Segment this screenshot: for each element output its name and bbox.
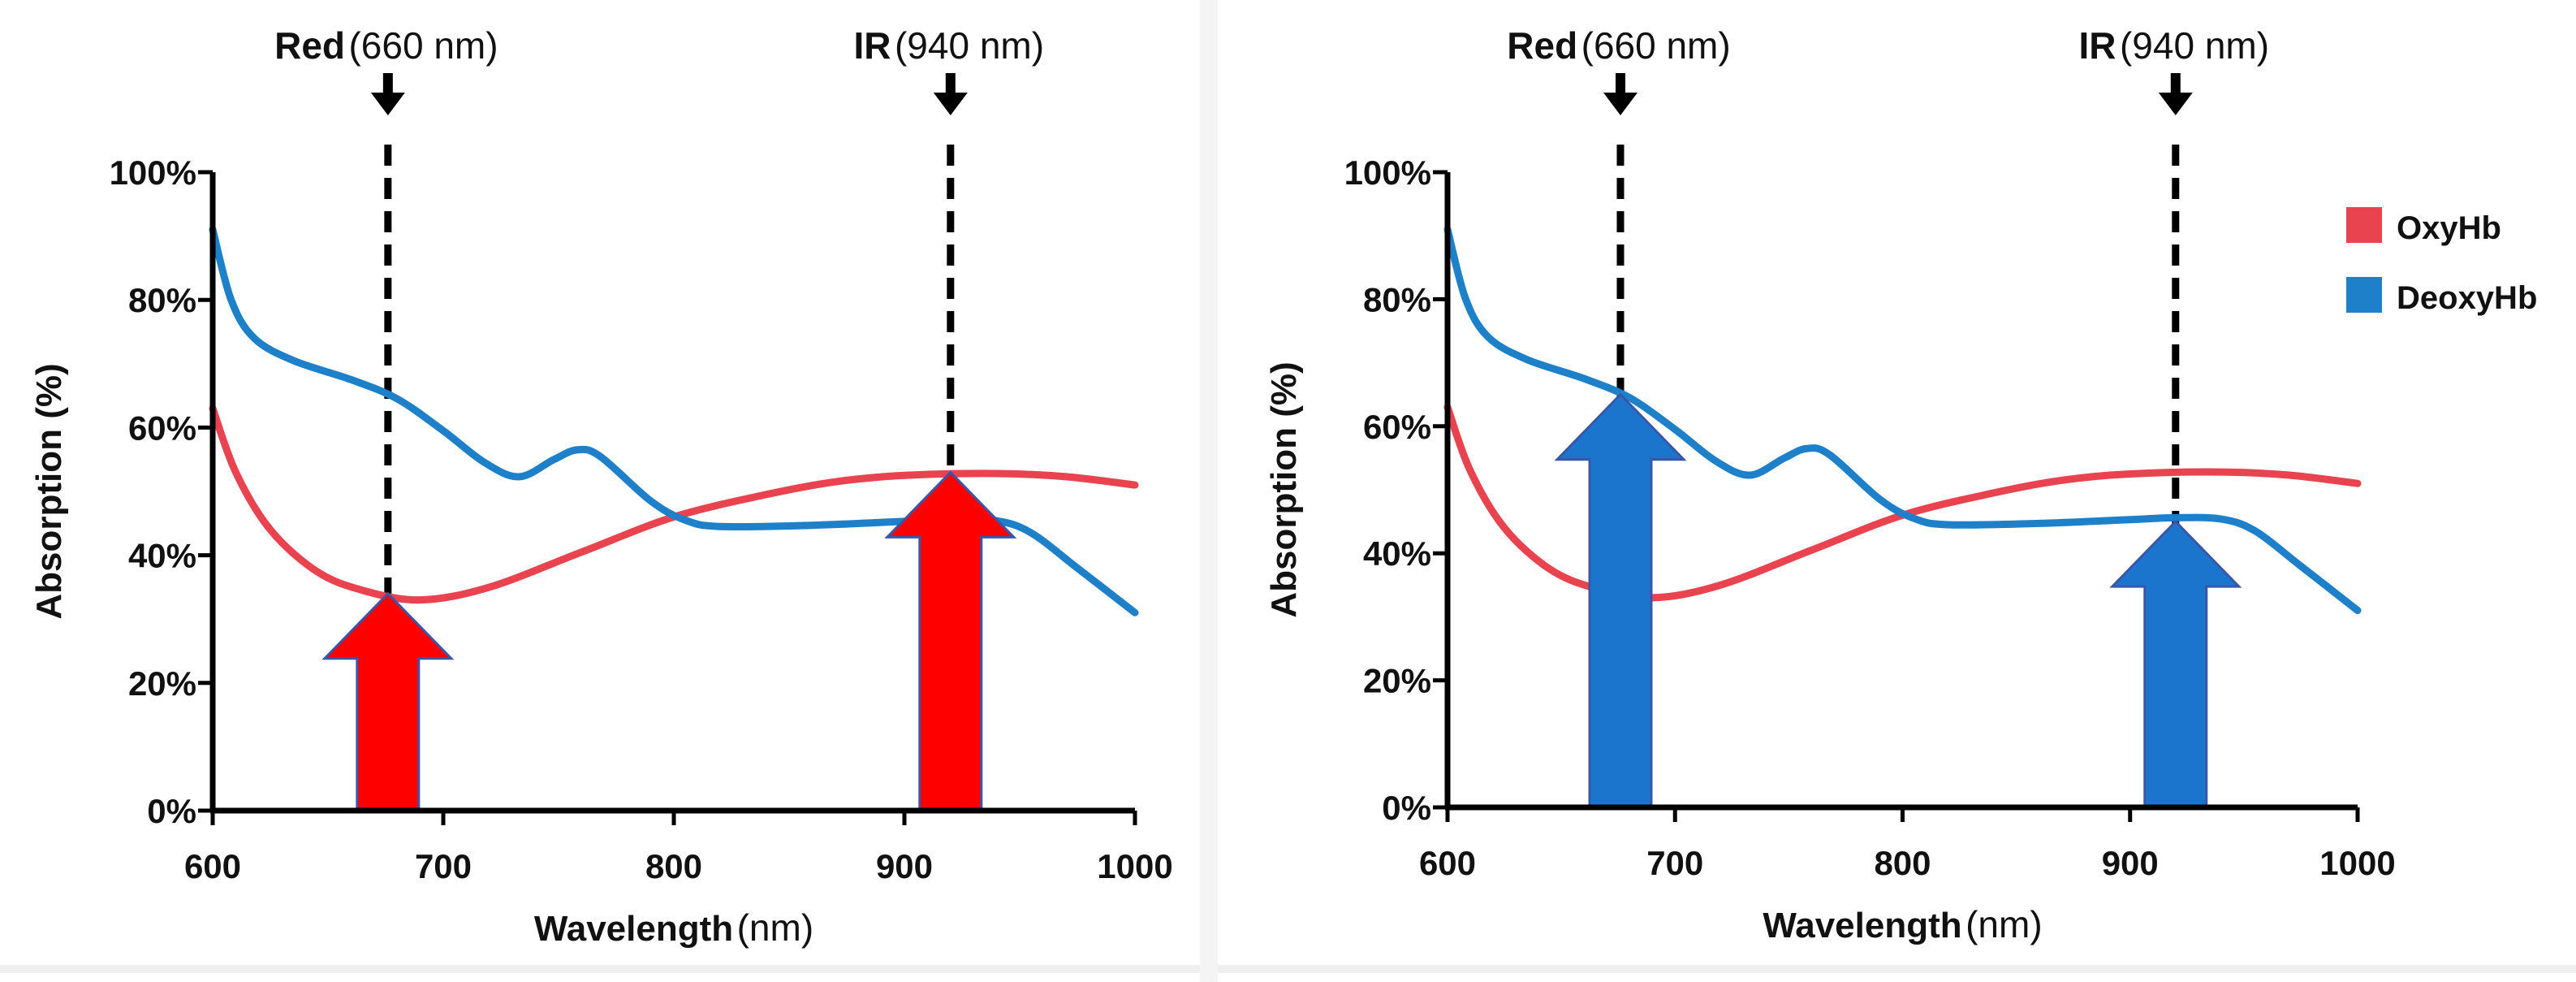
- absorption-block-arrow: [884, 470, 1017, 811]
- marker-down-arrow-icon: [1603, 73, 1638, 115]
- y-tick-label: 0%: [147, 792, 196, 830]
- marker-label-wavelength: (940 nm): [895, 24, 1044, 67]
- marker-label-wavelength: (660 nm): [1581, 24, 1731, 67]
- marker-label-wavelength: (660 nm): [348, 24, 498, 67]
- panel-baseline-left: [0, 965, 1200, 973]
- legend-swatch: [2346, 207, 2382, 243]
- chart-panel-1: Red (660 nm) IR (940 nm) 0% 20% 40% 60% 80% 100…: [29, 24, 1173, 949]
- y-tick-label: 40%: [1363, 534, 1431, 573]
- series-line-deoxyhb: [1443, 225, 2362, 615]
- absorption-block-arrow: [321, 591, 455, 811]
- y-tick-label: 100%: [1344, 154, 1431, 192]
- x-axis-title: Wavelength (nm): [534, 906, 813, 949]
- x-tick-label: 1000: [1097, 847, 1172, 885]
- marker-label-name: IR: [854, 24, 891, 67]
- x-axis-title-unit: (nm): [737, 906, 814, 949]
- marker-label: Red (660 nm): [1507, 24, 1730, 67]
- marker-down-arrow-icon: [933, 73, 968, 115]
- x-tick-label: 700: [415, 847, 472, 885]
- x-tick-label: 700: [1646, 844, 1703, 882]
- y-tick-label: 0%: [1382, 789, 1431, 827]
- y-axis-title: Absorption (%): [1264, 361, 1304, 617]
- series-line-deoxyhb: [209, 226, 1139, 616]
- panel-separator: [1200, 0, 1218, 982]
- legend-label: OxyHb: [2397, 210, 2501, 246]
- y-tick-label: 20%: [1363, 662, 1431, 700]
- x-tick-label: 900: [2102, 844, 2159, 882]
- x-axis-title-unit: (nm): [1965, 903, 2043, 945]
- marker-label: Red (660 nm): [274, 24, 498, 67]
- marker-label-name: Red: [274, 24, 345, 67]
- marker-label: IR (940 nm): [854, 24, 1045, 67]
- absorption-block-arrow: [2109, 519, 2242, 807]
- series-line-oxyhb: [209, 404, 1139, 604]
- y-tick-label: 60%: [128, 409, 196, 447]
- y-tick-label: 40%: [128, 537, 196, 575]
- x-axis-title-text: Wavelength: [1763, 906, 1961, 945]
- legend-label: DeoxyHb: [2397, 280, 2537, 316]
- y-tick-label: 80%: [128, 281, 196, 319]
- x-tick-label: 800: [1874, 844, 1931, 882]
- marker-label-wavelength: (940 nm): [2120, 24, 2269, 67]
- series-line-oxyhb: [1443, 403, 2362, 602]
- y-axis-title: Absorption (%): [29, 363, 69, 619]
- x-tick-label: 900: [876, 847, 933, 885]
- marker-down-arrow-icon: [370, 73, 405, 115]
- chart-panel-2: Red (660 nm) IR (940 nm) 0% 20% 40% 60% 80% 100…: [1264, 24, 2537, 945]
- x-axis-title-text: Wavelength: [534, 909, 733, 949]
- x-tick-label: 600: [1419, 844, 1476, 882]
- x-tick-label: 800: [645, 847, 702, 885]
- legend-swatch: [2346, 277, 2382, 313]
- marker-label-name: Red: [1507, 24, 1577, 67]
- marker-label-name: IR: [2079, 24, 2116, 67]
- x-tick-label: 1000: [2319, 844, 2395, 882]
- marker-label: IR (940 nm): [2079, 24, 2270, 67]
- x-axis-title: Wavelength (nm): [1763, 903, 2042, 945]
- panel-baseline-right: [1218, 965, 2576, 973]
- y-tick-label: 80%: [1363, 280, 1431, 318]
- y-tick-label: 20%: [128, 664, 196, 703]
- marker-down-arrow-icon: [2158, 73, 2193, 115]
- y-tick-label: 100%: [110, 154, 196, 192]
- y-tick-label: 60%: [1363, 408, 1431, 446]
- x-tick-label: 600: [184, 847, 241, 885]
